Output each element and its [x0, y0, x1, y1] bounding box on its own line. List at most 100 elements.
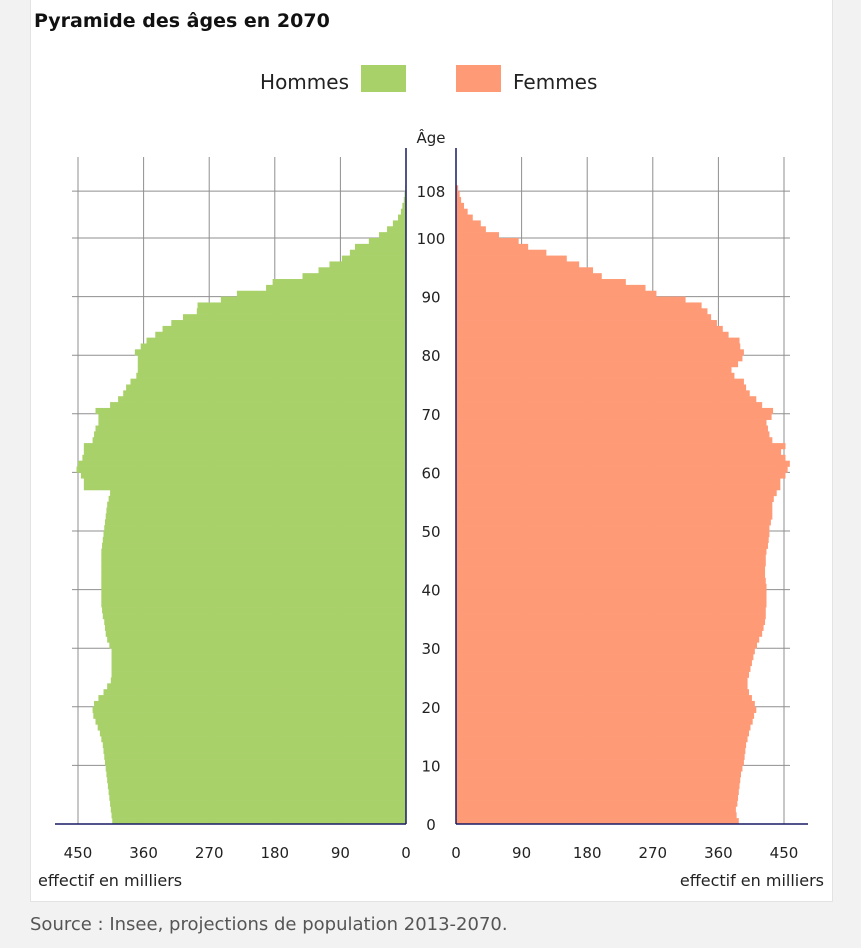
bar-women-age-81	[456, 343, 741, 350]
bar-men-age-2	[110, 806, 407, 813]
bar-women-age-34	[456, 618, 766, 626]
bar-women-age-76	[456, 372, 735, 379]
chart-title: Pyramide des âges en 2070	[34, 10, 330, 32]
bar-men-age-18	[93, 712, 406, 719]
bar-men-age-92	[272, 279, 406, 286]
bar-men-age-55	[108, 495, 406, 502]
bar-men-age-33	[104, 624, 407, 631]
bar-men-age-72	[118, 396, 406, 403]
bar-women-age-96	[456, 255, 567, 262]
bar-men-age-66	[94, 431, 406, 438]
age-tick-108: 108	[417, 183, 446, 201]
bar-women-age-44	[456, 560, 766, 567]
bar-women-age-66	[456, 431, 770, 438]
bar-men-age-89	[220, 296, 406, 303]
bar-men-age-43	[101, 566, 406, 573]
bar-women-age-84	[456, 325, 723, 333]
bar-men-age-15	[99, 730, 406, 737]
bar-women-age-32	[456, 630, 763, 637]
bar-women-age-87	[456, 308, 708, 315]
bar-women-age-56	[456, 489, 777, 497]
bar-women-age-83	[456, 331, 729, 338]
bar-women-age-52	[456, 513, 773, 520]
bar-men-age-32	[105, 630, 406, 637]
bar-men-age-49	[103, 531, 406, 538]
x-tick-women-270: 270	[638, 844, 667, 862]
bar-women-age-85	[456, 320, 717, 327]
bar-men-age-67	[95, 425, 406, 432]
bar-women-age-33	[456, 624, 764, 631]
x-tick-women-360: 360	[704, 844, 733, 862]
bar-women-age-27	[456, 659, 752, 667]
bar-women-age-22	[456, 689, 750, 696]
bar-men-age-54	[107, 501, 407, 508]
bar-men-age-64	[83, 443, 406, 450]
bar-men-age-57	[83, 484, 406, 491]
legend: Hommes Femmes	[260, 65, 597, 94]
age-tick-60: 60	[421, 464, 440, 482]
bar-women-age-31	[456, 636, 760, 643]
bar-men-age-79	[137, 355, 406, 362]
bar-men-age-10	[104, 759, 407, 766]
bar-women-age-3	[456, 800, 738, 807]
bar-men-age-90	[236, 290, 406, 297]
bars-women	[456, 185, 790, 825]
bar-women-age-91	[456, 284, 646, 292]
bar-men-age-74	[126, 384, 407, 391]
bar-women-age-30	[456, 642, 758, 649]
bar-women-age-63	[456, 448, 782, 456]
bar-women-age-39	[456, 589, 767, 596]
bar-women-age-82	[456, 337, 740, 344]
bar-women-age-62	[456, 454, 786, 461]
bar-men-age-41	[101, 577, 406, 585]
bar-men-age-39	[101, 589, 406, 596]
bar-women-age-64	[456, 443, 786, 450]
bar-women-age-16	[456, 724, 751, 731]
bar-women-age-65	[456, 437, 773, 444]
bar-men-age-75	[130, 378, 407, 385]
bar-men-age-26	[111, 665, 406, 672]
bar-women-age-80	[456, 349, 744, 356]
bar-women-age-11	[456, 753, 745, 760]
bar-women-age-14	[456, 736, 748, 743]
legend-swatch-women	[456, 65, 501, 92]
bar-women-age-86	[456, 314, 712, 321]
x-tick-men-270: 270	[195, 844, 224, 862]
bar-women-age-58	[456, 478, 781, 485]
bar-men-age-19	[92, 706, 407, 713]
bar-women-age-5	[456, 788, 739, 795]
bar-men-age-30	[109, 642, 406, 649]
bar-women-age-12	[456, 747, 746, 754]
bar-men-age-59	[80, 472, 406, 479]
bar-men-age-84	[162, 325, 406, 333]
bar-men-age-8	[106, 771, 406, 778]
bar-women-age-51	[456, 519, 771, 526]
bar-men-age-5	[108, 788, 406, 795]
bar-women-age-79	[456, 355, 743, 362]
bar-women-age-88	[456, 302, 702, 309]
age-tick-40: 40	[421, 582, 440, 600]
bar-men-age-98	[354, 243, 406, 251]
x-tick-men-90: 90	[331, 844, 350, 862]
bar-men-age-86	[182, 314, 406, 321]
bar-men-age-78	[137, 361, 406, 368]
bar-men-age-46	[101, 548, 406, 555]
bar-men-age-23	[107, 683, 407, 690]
bar-women-age-9	[456, 765, 743, 772]
bar-women-age-67	[456, 425, 768, 432]
bar-men-age-56	[110, 489, 407, 497]
bar-men-age-70	[95, 407, 406, 415]
bar-men-age-63	[83, 448, 406, 456]
legend-label-men: Hommes	[260, 70, 349, 94]
bar-men-age-58	[83, 478, 406, 485]
bar-women-age-17	[456, 718, 753, 725]
bar-men-age-17	[95, 718, 406, 725]
bar-women-age-105	[456, 202, 465, 209]
bar-men-age-1	[111, 812, 406, 819]
bar-men-age-34	[104, 618, 407, 626]
bar-women-age-18	[456, 712, 755, 719]
bar-women-age-60	[456, 466, 788, 473]
bar-women-age-29	[456, 648, 755, 655]
bar-men-age-52	[105, 513, 406, 520]
age-tick-30: 30	[421, 640, 440, 658]
